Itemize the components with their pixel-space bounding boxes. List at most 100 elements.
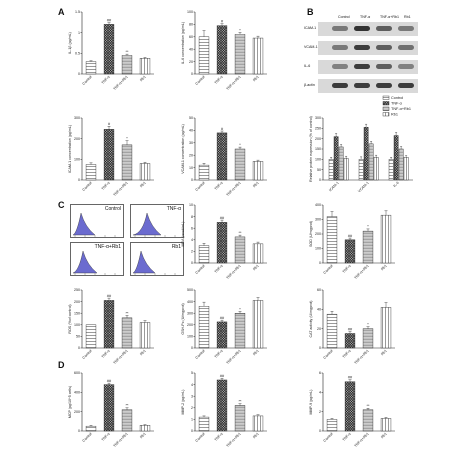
blot-band [332,64,348,69]
y-tick-label: 2 [191,250,193,254]
y-tick-label: 0 [319,346,321,350]
x-tick-label: Rb1 [252,432,259,439]
y-tick-label: 50 [189,116,193,120]
x-tick-label: TNF-α+Rb1 [112,181,128,197]
chart-il6: 0 20 40 60 80 100 IL-6 concentration (pg/mL) Co… [181,10,267,91]
significance-marker: * [367,225,369,229]
bar [393,135,399,181]
significance-marker: * [239,307,241,311]
significance-marker: ## [107,19,112,23]
y-tick-label: 100 [315,158,321,162]
y-tick-label: 0 [319,261,321,265]
bar [388,159,394,181]
significance-marker: ## [220,216,225,220]
blot-band [354,64,370,69]
y-tick-label: 20 [189,153,193,157]
blot-row: IL-6 [304,60,418,74]
x-tick-label: TNF-α [214,432,224,442]
y-tick-label: 0 [78,429,80,433]
significance-marker: ** [367,404,370,408]
x-tick-label: Rb1 [380,264,387,271]
bar [344,381,356,432]
blot-band [332,83,348,88]
significance-marker: ## [348,234,353,238]
bar [198,36,210,75]
y-tick-label: 300 [74,116,80,120]
western-blot: Control TNF-α TNF-α+Rb1 Rb1 ICAM-1 VCAM-1… [304,12,418,102]
significance-marker: * [239,143,241,147]
blot-row: β-actin [304,79,418,93]
y-tick-label: 100 [315,247,321,251]
blot-lane-label: TNF-α+Rb1 [380,15,399,19]
y-tick-label: 500 [187,288,193,292]
blot-row: VCAM-1 [304,41,418,55]
y-axis-label: Relative protein expression (% of contro… [309,116,313,182]
bar [252,300,264,349]
y-tick-label: 1 [78,31,80,35]
bar [139,58,151,75]
y-tick-label: 0 [191,261,193,265]
bar [363,127,369,181]
bar [333,136,339,181]
x-tick-label: Control [82,432,93,443]
panel-letter-b: B [307,7,314,17]
bar [234,405,246,432]
y-tick-label: 3 [191,394,193,398]
blot-band [332,26,348,31]
y-tick-label: 40 [189,129,193,133]
chart-il1b: 0 0.5 1 1.5 IL-1β (pg/mL) Control ## TNF-α ** TNF… [68,10,154,91]
y-tick-label: 400 [74,391,80,395]
y-tick-label: 300 [315,218,321,222]
bar [338,146,344,181]
bar [252,415,264,432]
x-tick-label: Control [195,181,206,192]
y-tick-label: 4 [319,391,321,395]
y-tick-label: 100 [187,335,193,339]
x-tick-label: TNF-α+Rb1 [112,432,128,448]
bar [216,132,228,181]
y-axis-label: VCAM-1 concentration (pg/mL) [181,124,185,174]
bar [103,300,115,349]
y-tick-label: 200 [74,137,80,141]
bar [216,321,228,349]
blot-band [354,45,370,50]
y-tick-label: 50 [76,335,80,339]
significance-marker: ## [107,294,112,298]
bar [216,222,228,264]
bar [368,143,374,181]
x-tick-label: TNF-α [214,75,224,85]
blot-lane-label: TNF-α [360,15,371,19]
significance-marker: # [221,20,224,24]
legend-swatch [382,95,390,100]
y-axis-label: SOD (U/mgprot) [309,221,313,247]
x-tick-label: TNF-α+Rb1 [225,75,241,91]
blot-band [354,26,370,31]
blot-band [332,45,348,50]
y-tick-label: 4 [191,238,193,242]
x-tick-label: Control [82,349,93,360]
y-tick-label: 400 [315,203,321,207]
x-tick-label: VCAM-1 [357,181,369,193]
blot-band [376,64,392,69]
y-axis-label: CAT activity (U/mgprot) [309,300,313,337]
x-tick-label: Control [323,264,334,275]
y-tick-label: 2 [191,406,193,410]
significance-marker: * [367,323,369,327]
significance-marker: ** [239,231,242,235]
y-tick-label: 4 [191,383,193,387]
x-tick-label: Rb1 [252,181,259,188]
x-tick-label: TNF-α+Rb1 [225,264,241,280]
y-tick-label: 150 [315,147,321,151]
y-axis-label: GSH-Px (U/mgprot) [181,303,185,334]
bar [362,409,374,432]
blot-row-label: ICAM-1 [304,26,317,30]
x-tick-label: TNF-α [214,349,224,359]
chart-mmp9: 0 2 4 6 MMP-9 (pg/mL) Control ## TNF-α ** TNF-α+R… [309,371,395,448]
x-tick-label: Control [323,432,334,443]
y-tick-label: 60 [317,288,321,292]
x-tick-label: Rb1 [139,181,146,188]
y-axis-label: IL-6 concentration (pg/mL) [181,22,185,64]
y-tick-label: 100 [74,158,80,162]
y-tick-label: 0 [191,429,193,433]
